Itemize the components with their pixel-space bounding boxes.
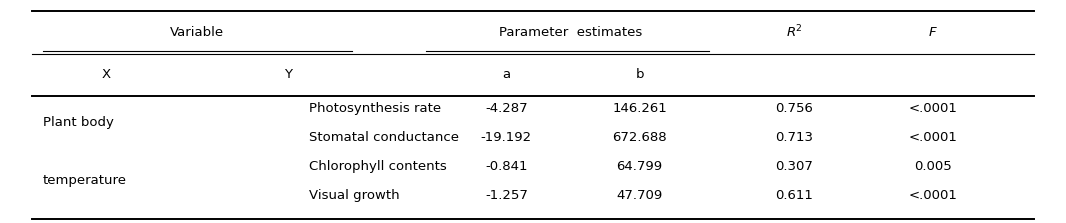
Text: 0.005: 0.005	[914, 160, 952, 173]
Text: temperature: temperature	[43, 174, 127, 187]
Text: -1.257: -1.257	[485, 189, 528, 202]
Text: 146.261: 146.261	[612, 102, 667, 115]
Text: Stomatal conductance: Stomatal conductance	[309, 131, 459, 144]
Text: b: b	[635, 68, 644, 81]
Text: 672.688: 672.688	[612, 131, 667, 144]
Text: -4.287: -4.287	[485, 102, 528, 115]
Text: <.0001: <.0001	[908, 102, 957, 115]
Text: Plant body: Plant body	[43, 116, 113, 129]
Text: a: a	[502, 68, 511, 81]
Text: <.0001: <.0001	[908, 189, 957, 202]
Text: Variable: Variable	[171, 26, 224, 39]
Text: -0.841: -0.841	[485, 160, 528, 173]
Text: Chlorophyll contents: Chlorophyll contents	[309, 160, 447, 173]
Text: Photosynthesis rate: Photosynthesis rate	[309, 102, 441, 115]
Text: 0.611: 0.611	[775, 189, 813, 202]
Text: 0.307: 0.307	[775, 160, 813, 173]
Text: Visual growth: Visual growth	[309, 189, 400, 202]
Text: -19.192: -19.192	[481, 131, 532, 144]
Text: 0.756: 0.756	[775, 102, 813, 115]
Text: Parameter  estimates: Parameter estimates	[499, 26, 642, 39]
Text: <.0001: <.0001	[908, 131, 957, 144]
Text: 64.799: 64.799	[616, 160, 663, 173]
Text: 0.713: 0.713	[775, 131, 813, 144]
Text: Y: Y	[284, 68, 292, 81]
Text: X: X	[102, 68, 111, 81]
Text: 47.709: 47.709	[616, 189, 663, 202]
Text: R$^2$: R$^2$	[786, 24, 803, 41]
Text: $\mathit{F}$: $\mathit{F}$	[927, 26, 938, 39]
